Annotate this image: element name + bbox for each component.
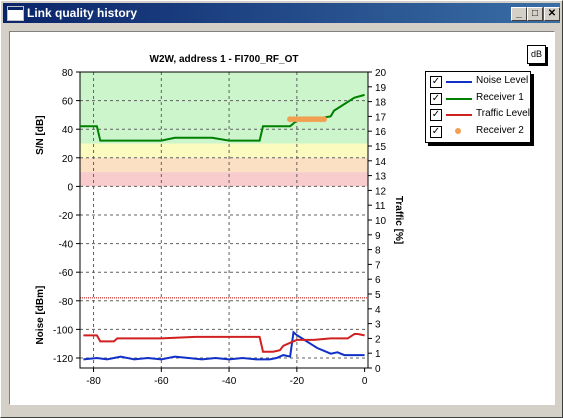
y2-tick-label: 8 bbox=[375, 246, 381, 257]
legend-item-receiver-2[interactable]: ✓ Receiver 2 bbox=[430, 125, 528, 139]
y2-tick-label: 2 bbox=[375, 334, 381, 345]
y-tick-label: -20 bbox=[59, 211, 74, 222]
legend-item-noise-level[interactable]: ✓ Noise Level bbox=[430, 75, 528, 89]
legend-item-traffic-level[interactable]: ✓ Traffic Level bbox=[430, 108, 530, 122]
y2-tick-label: 6 bbox=[375, 275, 381, 286]
legend-item-receiver-1[interactable]: ✓ Receiver 1 bbox=[430, 92, 528, 106]
legend-label: Receiver 2 bbox=[476, 125, 524, 136]
window-icon bbox=[7, 6, 24, 21]
y-tick-label: 80 bbox=[62, 68, 74, 79]
y2-tick-label: 18 bbox=[375, 98, 387, 109]
y-tick-label: -80 bbox=[59, 297, 74, 308]
x-tick-label: -40 bbox=[222, 376, 237, 387]
legend-checkbox[interactable]: ✓ bbox=[430, 109, 442, 121]
legend-checkbox[interactable]: ✓ bbox=[430, 76, 442, 88]
y2-tick-label: 5 bbox=[375, 290, 381, 301]
sn-band bbox=[80, 72, 368, 144]
y2-tick-label: 19 bbox=[375, 83, 387, 94]
y-tick-label: -40 bbox=[59, 240, 74, 251]
y2-tick-label: 20 bbox=[375, 68, 387, 79]
sn-band bbox=[80, 172, 368, 187]
y2-tick-label: 15 bbox=[375, 142, 387, 153]
y-tick-label: 0 bbox=[67, 182, 73, 193]
y2-tick-label: 10 bbox=[375, 216, 387, 227]
chart-panel: W2W, address 1 - FI700_RF_OT 80 60 40 20 0 -20… bbox=[9, 31, 555, 405]
legend-checkbox[interactable]: ✓ bbox=[430, 126, 442, 138]
y2-tick-label: 4 bbox=[375, 305, 381, 316]
legend-swatch bbox=[446, 114, 472, 116]
y2-tick-label: 14 bbox=[375, 157, 387, 168]
y2-tick-label: 13 bbox=[375, 172, 387, 183]
x-tick-label: -60 bbox=[154, 376, 169, 387]
y-tick-label: 20 bbox=[62, 154, 74, 165]
y2-tick-label: 11 bbox=[375, 201, 386, 212]
y2-tick-label: 0 bbox=[375, 364, 381, 375]
legend-label: Receiver 1 bbox=[476, 92, 524, 103]
y-tick-label: 40 bbox=[62, 125, 74, 136]
chart-title: W2W, address 1 - FI700_RF_OT bbox=[150, 54, 299, 65]
series-line-receiver-1 bbox=[80, 93, 365, 142]
close-button[interactable]: ✕ bbox=[544, 7, 560, 21]
y2-tick-label: 12 bbox=[375, 186, 387, 197]
legend-swatch bbox=[446, 98, 472, 100]
sn-band bbox=[80, 143, 368, 158]
legend-swatch bbox=[446, 81, 472, 83]
minimize-button[interactable]: _ bbox=[511, 7, 527, 21]
y2-tick-label: 17 bbox=[375, 112, 387, 123]
y2-tick-label: 7 bbox=[375, 260, 381, 271]
y-tick-label: -100 bbox=[53, 325, 73, 336]
window-title: Link quality history bbox=[27, 6, 138, 20]
db-toggle-button[interactable]: dB bbox=[527, 45, 546, 64]
y-tick-label: -60 bbox=[59, 268, 74, 279]
y-axis-label-sn: S/N [dB] bbox=[35, 115, 46, 154]
series-line-traffic-level bbox=[83, 333, 365, 353]
y-tick-label: 60 bbox=[62, 97, 74, 108]
legend-checkbox[interactable]: ✓ bbox=[430, 93, 442, 105]
maximize-button[interactable]: □ bbox=[527, 7, 543, 21]
x-tick-label: -20 bbox=[290, 376, 305, 387]
y-axis-label-noise: Noise [dBm] bbox=[35, 286, 46, 345]
y2-tick-label: 1 bbox=[375, 349, 381, 360]
chart-legend: ✓ Noise Level ✓ Receiver 1 ✓ Traffic Lev… bbox=[425, 71, 531, 143]
sn-band bbox=[80, 157, 368, 173]
legend-label: Noise Level bbox=[476, 75, 529, 86]
y2-tick-label: 3 bbox=[375, 320, 381, 331]
y2-tick-label: 9 bbox=[375, 231, 381, 242]
y-tick-label: -120 bbox=[53, 354, 73, 365]
y2-tick-label: 16 bbox=[375, 127, 387, 138]
x-tick-label: 0 bbox=[362, 376, 368, 387]
legend-swatch bbox=[455, 128, 461, 134]
link-quality-chart: W2W, address 1 - FI700_RF_OT806040200-20… bbox=[35, 54, 404, 387]
y2-axis-label-traffic: Traffic [%] bbox=[393, 196, 404, 244]
series-line-noise-level bbox=[83, 330, 365, 361]
x-tick-label: -80 bbox=[86, 376, 101, 387]
series-point-receiver-2 bbox=[320, 116, 327, 123]
title-bar[interactable]: Link quality history _ □ ✕ bbox=[3, 3, 560, 23]
legend-label: Traffic Level bbox=[476, 108, 530, 119]
